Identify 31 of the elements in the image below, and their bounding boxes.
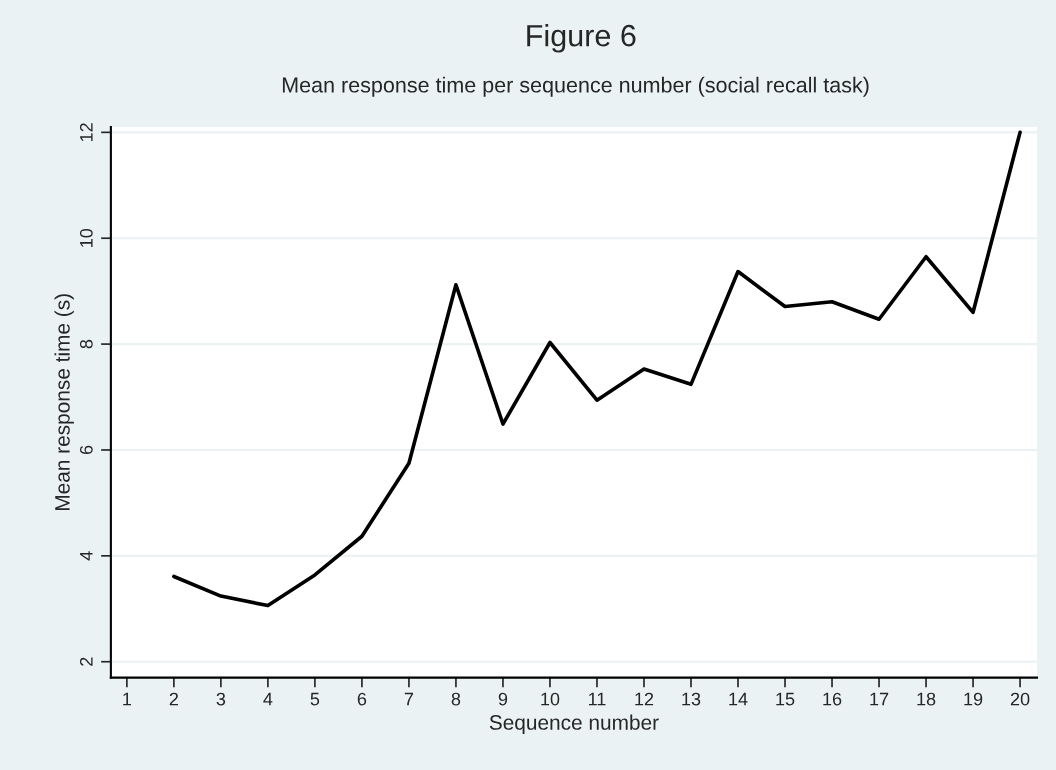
y-tick-label: 6	[79, 445, 93, 455]
x-tick-label: 5	[310, 692, 320, 706]
x-tick-label: 18	[917, 692, 936, 706]
y-tick-label: 4	[80, 551, 93, 561]
y-axis-title: Mean response time (s)	[54, 294, 74, 511]
x-tick-label: 12	[635, 692, 654, 706]
x-axis-title: Sequence number	[489, 714, 659, 734]
x-tick-label: 13	[682, 692, 701, 706]
y-tick-label: 12	[79, 123, 93, 142]
x-tick-label: 20	[1010, 692, 1030, 706]
x-tick-label: 3	[216, 692, 226, 706]
y-tick-label: 8	[79, 339, 93, 349]
x-tick-label: 10	[541, 692, 560, 706]
x-tick-label: 17	[870, 692, 889, 706]
x-tick-label: 4	[263, 692, 273, 706]
x-tick-label: 9	[498, 692, 508, 706]
y-tick-label: 2	[79, 657, 93, 666]
x-tick-label: 16	[823, 692, 842, 706]
y-tick-label: 10	[79, 228, 93, 247]
x-tick-label: 11	[588, 692, 606, 706]
x-tick-label: 8	[451, 692, 461, 706]
chart-title: Figure 6	[527, 24, 636, 53]
chart-subtitle: Mean response time per sequence number (social recall task)	[282, 76, 869, 97]
x-tick-label: 19	[964, 692, 983, 706]
x-tick-label: 15	[776, 692, 795, 706]
x-tick-label: 14	[729, 692, 748, 706]
x-tick-label: 1	[123, 692, 131, 706]
line-series	[172, 130, 1022, 608]
x-tick-label: 2	[169, 692, 178, 706]
x-tick-label: 6	[357, 692, 367, 706]
x-tick-label: 7	[404, 692, 414, 706]
